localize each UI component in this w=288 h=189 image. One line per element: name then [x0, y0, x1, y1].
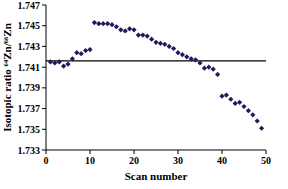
y-tick	[42, 150, 46, 151]
data-point	[131, 27, 136, 32]
data-point	[70, 56, 75, 61]
data-point	[162, 42, 167, 47]
data-point	[215, 72, 220, 77]
data-point	[127, 26, 132, 31]
data-point	[189, 56, 194, 61]
x-tick-label: 30	[173, 155, 183, 166]
y-tick	[42, 5, 46, 6]
x-tick-label: 10	[85, 155, 95, 166]
y-tick-label: 1.735	[18, 124, 41, 135]
x-tick	[134, 150, 135, 154]
data-point	[52, 60, 57, 65]
y-tick	[42, 108, 46, 109]
data-point	[193, 57, 198, 62]
data-point	[219, 94, 224, 99]
data-point	[48, 59, 53, 64]
x-tick	[46, 150, 47, 154]
data-point	[241, 104, 246, 109]
plot-area	[46, 20, 266, 131]
x-tick	[178, 150, 179, 154]
data-point	[109, 22, 114, 27]
data-point	[228, 97, 233, 102]
data-point	[255, 118, 260, 123]
data-point	[158, 41, 163, 46]
data-point	[114, 24, 119, 29]
y-tick-label: 1.747	[18, 0, 41, 11]
data-point	[202, 66, 207, 71]
x-tick-label: 50	[261, 155, 271, 166]
y-axis-label: Isotopic ratio ⁶⁴Zn/⁶⁶Zn	[1, 23, 13, 132]
data-point	[167, 44, 172, 49]
data-point	[149, 37, 154, 42]
x-tick-label: 20	[129, 155, 139, 166]
y-tick-label: 1.741	[18, 62, 41, 73]
x-tick	[90, 150, 91, 154]
data-point	[206, 65, 211, 70]
data-point	[171, 46, 176, 51]
data-point	[233, 101, 238, 106]
data-point	[246, 108, 251, 113]
y-tick	[42, 25, 46, 26]
y-axis	[46, 5, 47, 150]
data-point	[61, 64, 66, 69]
x-tick-label: 0	[44, 155, 49, 166]
data-point	[153, 40, 158, 45]
data-point	[197, 60, 202, 65]
data-point	[123, 28, 128, 33]
data-point	[105, 21, 110, 26]
data-point	[118, 27, 123, 32]
reference-line	[46, 60, 266, 61]
y-tick	[42, 46, 46, 47]
data-point	[87, 47, 92, 52]
x-tick-label: 40	[217, 155, 227, 166]
data-point	[259, 126, 264, 131]
data-point	[92, 20, 97, 25]
data-point	[184, 54, 189, 59]
data-point	[145, 33, 150, 38]
x-tick	[222, 150, 223, 154]
x-axis-label: Scan number	[125, 170, 188, 182]
data-point	[211, 67, 216, 72]
data-point	[175, 50, 180, 55]
y-tick-label: 1.739	[18, 82, 41, 93]
y-tick-label: 1.745	[18, 20, 41, 31]
data-point	[83, 48, 88, 53]
data-point	[57, 59, 62, 64]
y-tick-label: 1.737	[18, 103, 41, 114]
y-tick	[42, 67, 46, 68]
x-tick	[266, 150, 267, 154]
chart: 0 10 20 30 40 50 1.733 1.735 1.737 1.739 1.741 1.74…	[0, 0, 288, 189]
data-point	[65, 61, 70, 66]
data-point	[74, 50, 79, 55]
y-tick	[42, 129, 46, 130]
data-point	[79, 51, 84, 56]
data-point	[250, 112, 255, 117]
data-point	[237, 100, 242, 105]
y-tick-label: 1.733	[18, 145, 41, 156]
data-point	[180, 52, 185, 57]
data-point	[140, 32, 145, 37]
data-point	[224, 93, 229, 98]
y-tick	[42, 87, 46, 88]
y-tick-label: 1.743	[18, 41, 41, 52]
x-axis	[46, 150, 266, 151]
